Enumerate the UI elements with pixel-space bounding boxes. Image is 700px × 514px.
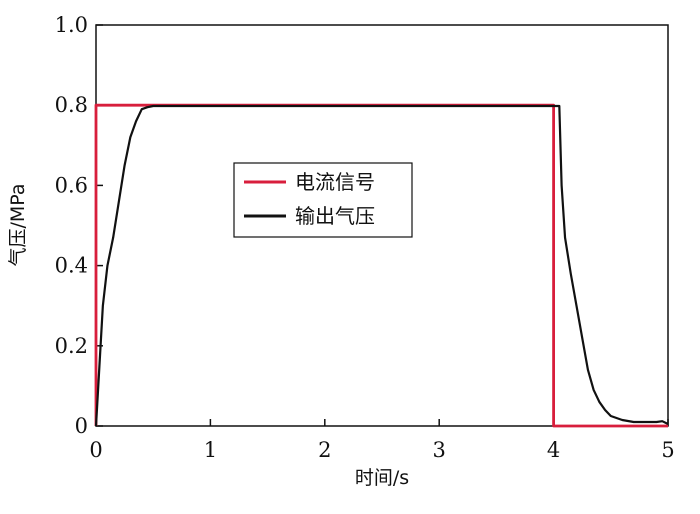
y-tick-label: 0 [75, 414, 88, 438]
y-tick-label: 0.2 [55, 334, 88, 358]
x-tick-label: 0 [89, 438, 102, 462]
y-tick-label: 0.6 [55, 173, 88, 197]
x-tick-label: 1 [204, 438, 217, 462]
legend-label-output-pressure: 输出气压 [295, 204, 375, 228]
y-tick-label: 0.4 [55, 254, 88, 278]
legend-box [233, 162, 413, 238]
x-tick-label: 4 [547, 438, 560, 462]
series-line-output-pressure [94, 104, 669, 427]
x-tick-label: 3 [433, 438, 446, 462]
y-tick-label: 1.0 [55, 13, 88, 37]
x-tick-label: 5 [661, 438, 674, 462]
legend: 电流信号 输出气压 [233, 162, 413, 238]
x-tick-label: 2 [318, 438, 331, 462]
series-layer [94, 103, 669, 428]
legend-label-current-signal: 电流信号 [295, 170, 375, 194]
y-axis-label: 气压/MPa [7, 183, 29, 266]
y-tick-label: 0.8 [55, 93, 88, 117]
x-axis-label: 时间/s [355, 467, 409, 489]
y-axis-ticks: 0 0.2 0.4 0.6 0.8 1.0 [55, 13, 103, 438]
series-line-current-signal [94, 103, 668, 428]
